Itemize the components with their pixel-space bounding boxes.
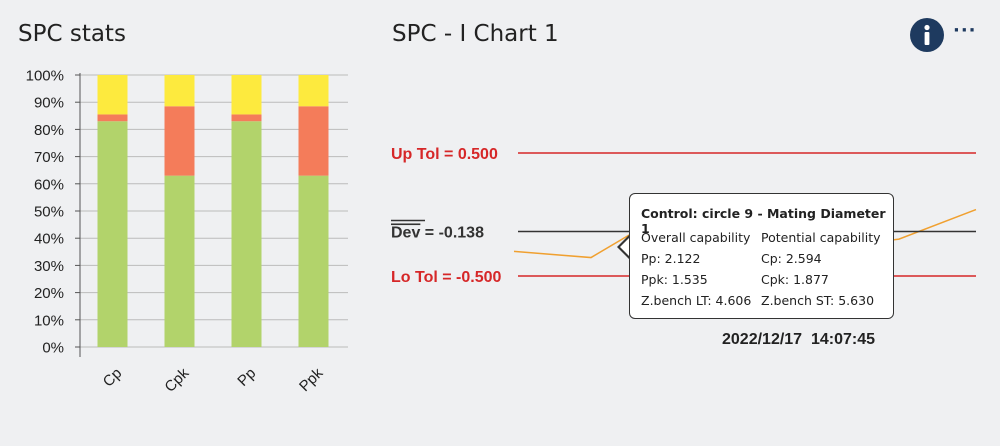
tooltip-header-potential: Potential capability <box>761 230 881 245</box>
bar-segment <box>231 121 262 348</box>
bar-segment <box>97 75 128 115</box>
reference-label: Up Tol = 0.500 <box>391 146 498 163</box>
x-tick-label: Cp <box>100 365 126 391</box>
i-chart: Up Tol = 0.500 Dev = -0.138 Lo Tol = -0.50… <box>391 146 977 286</box>
bar-segment <box>164 175 195 347</box>
y-tick-label: 20% <box>34 285 64 302</box>
x-tick-label: Cpk <box>161 364 192 395</box>
bar-segment <box>298 75 329 107</box>
bar-segment <box>298 106 329 176</box>
spc-stats-bar-chart: 0% 10% 20% 30% 40% 50% 60% 70% 80% 90% 100% Cp Cpk Pp… <box>26 68 348 396</box>
tooltip-cp: Cp: 2.594 <box>761 251 822 266</box>
y-tick-label: 100% <box>26 68 64 85</box>
tooltip-header-overall: Overall capability <box>641 230 751 245</box>
capability-tooltip: Control: circle 9 - Mating Diameter 1 Ov… <box>629 193 894 319</box>
bar-segment <box>164 75 195 107</box>
bar-segment <box>231 114 262 122</box>
timestamp: 2022/12/17 14:07:45 <box>722 331 876 348</box>
tooltip-cpk: Cpk: 1.877 <box>761 272 829 287</box>
y-tick-label: 10% <box>34 312 64 329</box>
tooltip-zbench-lt: Z.bench LT: 4.606 <box>641 293 752 308</box>
reference-label: Lo Tol = -0.500 <box>391 269 502 286</box>
tooltip-title: Control: circle 9 - Mating Diameter 1 <box>641 206 886 236</box>
x-tick-label: Pp <box>234 365 259 390</box>
y-tick-label: 0% <box>42 340 64 357</box>
y-tick-label: 60% <box>34 176 64 193</box>
bar-segment <box>97 114 128 122</box>
tooltip-zbench-st: Z.bench ST: 5.630 <box>761 293 875 308</box>
i-chart-title: SPC - I Chart 1 <box>392 21 559 47</box>
spc-stats-title: SPC stats <box>18 21 126 47</box>
info-icon[interactable] <box>910 18 944 52</box>
y-tick-label: 90% <box>34 95 64 112</box>
y-tick-label: 70% <box>34 149 64 166</box>
y-tick-label: 40% <box>34 231 64 248</box>
y-tick-label: 50% <box>34 204 64 221</box>
bar-segment <box>298 175 329 347</box>
reference-label: Dev = -0.138 <box>391 224 484 241</box>
x-tick-label: Ppk <box>296 364 327 395</box>
y-tick-label: 80% <box>34 122 64 139</box>
dev-bar-label: Dev <box>391 224 420 241</box>
tooltip-ppk: Ppk: 1.535 <box>641 272 708 287</box>
tooltip-pp: Pp: 2.122 <box>641 251 701 266</box>
bar-segment <box>231 75 262 115</box>
tooltip-pointer-fill <box>620 236 631 258</box>
bar-segment <box>164 106 195 176</box>
bar-segment <box>97 121 128 348</box>
more-icon[interactable]: ··· <box>953 20 977 41</box>
dev-value-label: = -0.138 <box>420 224 484 241</box>
y-tick-label: 30% <box>34 258 64 275</box>
